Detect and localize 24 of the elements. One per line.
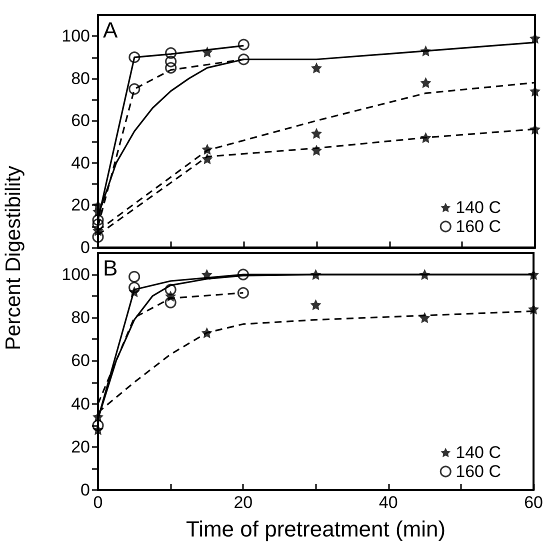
legend-label: 160 C	[456, 217, 502, 236]
y-tick-label: 40	[71, 153, 90, 172]
y-tick-label: 20	[71, 196, 90, 215]
y-tick-label: 20	[71, 437, 90, 456]
x-tick-label: 20	[234, 493, 253, 512]
y-tick-label: 60	[71, 351, 90, 370]
y-tick-label: 80	[71, 308, 90, 328]
annotation: A	[103, 18, 118, 42]
y-tick-label: 100	[62, 26, 90, 46]
legend-label: 140 C	[456, 443, 502, 462]
x-tick-label: 60	[524, 493, 544, 512]
legend-label: 160 C	[456, 462, 502, 481]
y-tick-label: 80	[71, 68, 90, 88]
annotation: B	[103, 256, 118, 280]
legend-label: 140 C	[456, 198, 502, 217]
y-tick-label: 60	[71, 111, 90, 130]
x-tick-label: 40	[378, 493, 398, 512]
y-tick-label: 100	[62, 265, 90, 284]
y-axis-title: Percent Digestibility	[2, 166, 26, 350]
x-axis-title: Time of pretreatment (min)	[186, 516, 446, 542]
x-tick-label: 0	[93, 493, 103, 512]
y-tick-label: 40	[71, 394, 90, 414]
y-tick-label: 0	[80, 238, 90, 257]
y-tick-label: 0	[80, 480, 90, 500]
